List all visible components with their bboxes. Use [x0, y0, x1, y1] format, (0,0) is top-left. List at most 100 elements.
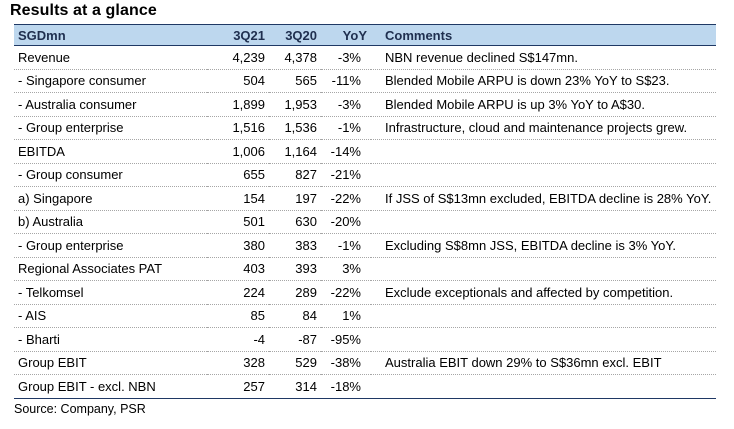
cell-3q20: -87: [269, 327, 321, 352]
cell-yoy: -3%: [321, 92, 371, 117]
cell-yoy: -22%: [321, 186, 371, 211]
cell-3q21: 154: [207, 186, 269, 211]
cell-3q20: 393: [269, 257, 321, 281]
cell-3q20: 84: [269, 304, 321, 328]
cell-3q21: 85: [207, 304, 269, 328]
cell-3q20: 383: [269, 233, 321, 258]
cell-yoy: 3%: [321, 257, 371, 281]
row-label: - Group enterprise: [14, 233, 207, 258]
cell-yoy: -1%: [321, 116, 371, 140]
cell-comment: Excluding S$8mn JSS, EBITDA decline is 3…: [371, 233, 716, 258]
cell-yoy: -22%: [321, 280, 371, 305]
page-title: Results at a glance: [10, 2, 157, 19]
cell-3q21: 380: [207, 233, 269, 258]
cell-comment: [371, 163, 716, 187]
cell-comment: Blended Mobile ARPU is up 3% YoY to A$30…: [371, 92, 716, 117]
cell-3q21: 224: [207, 280, 269, 305]
cell-comment: [371, 374, 716, 399]
cell-yoy: -20%: [321, 210, 371, 234]
row-label: Group EBIT - excl. NBN: [14, 374, 207, 399]
table-row: - Group enterprise 380 383 -1% Excluding S$8…: [14, 233, 716, 258]
cell-3q21: 1,516: [207, 116, 269, 140]
cell-3q21: -4: [207, 327, 269, 352]
table-row: - Bharti -4 -87 -95%: [14, 327, 716, 352]
cell-3q21: 1,006: [207, 139, 269, 164]
header-comments: Comments: [385, 27, 453, 43]
cell-3q20: 565: [269, 69, 321, 93]
cell-3q20: 314: [269, 374, 321, 399]
source-note: Source: Company, PSR: [14, 402, 146, 416]
cell-yoy: -95%: [321, 327, 371, 352]
table-row: - Group enterprise 1,516 1,536 -1% Infrastru…: [14, 116, 716, 140]
row-label: Group EBIT: [14, 351, 207, 375]
cell-3q21: 403: [207, 257, 269, 281]
cell-comment: [371, 210, 716, 234]
cell-comment: Infrastructure, cloud and maintenance pr…: [371, 116, 716, 140]
table-row: - Singapore consumer 504 565 -11% Blended Mo…: [14, 69, 716, 93]
cell-yoy: -1%: [321, 233, 371, 258]
row-label: - Group enterprise: [14, 116, 207, 140]
cell-3q21: 328: [207, 351, 269, 375]
cell-3q21: 4,239: [207, 45, 269, 70]
cell-3q20: 4,378: [269, 45, 321, 70]
cell-comment: If JSS of S$13mn excluded, EBITDA declin…: [371, 186, 716, 211]
row-label: Revenue: [14, 45, 207, 70]
cell-comment: [371, 257, 716, 281]
table-row: - Group consumer 655 827 -21%: [14, 163, 716, 187]
cell-3q20: 827: [269, 163, 321, 187]
cell-3q21: 1,899: [207, 92, 269, 117]
row-label: - Australia consumer: [14, 92, 207, 117]
cell-yoy: -3%: [321, 45, 371, 70]
cell-3q21: 655: [207, 163, 269, 187]
cell-comment: [371, 304, 716, 328]
results-table: SGDmn 3Q21 3Q20 YoY Comments Revenue 4,23…: [14, 24, 716, 399]
cell-comment: Blended Mobile ARPU is down 23% YoY to S…: [371, 69, 716, 93]
cell-comment: Exclude exceptionals and affected by com…: [371, 280, 716, 305]
row-label: - Bharti: [14, 327, 207, 352]
header-sgdmn: SGDmn: [18, 27, 66, 43]
cell-comment: NBN revenue declined S$147mn.: [371, 45, 716, 70]
cell-3q20: 1,164: [269, 139, 321, 164]
row-label: EBITDA: [14, 139, 207, 164]
table-row: - AIS 85 84 1%: [14, 304, 716, 328]
row-label: - Group consumer: [14, 163, 207, 187]
cell-yoy: -14%: [321, 139, 371, 164]
cell-3q20: 1,953: [269, 92, 321, 117]
cell-comment: [371, 139, 716, 164]
header-yoy: YoY: [342, 27, 367, 43]
table-row: - Australia consumer 1,899 1,953 -3% Blended…: [14, 92, 716, 117]
cell-yoy: -18%: [321, 374, 371, 399]
table-row: Group EBIT - excl. NBN 257 314 -18%: [14, 374, 716, 399]
table-row: b) Australia 501 630 -20%: [14, 210, 716, 234]
cell-3q20: 1,536: [269, 116, 321, 140]
cell-3q20: 289: [269, 280, 321, 305]
cell-3q20: 529: [269, 351, 321, 375]
cell-3q21: 257: [207, 374, 269, 399]
cell-yoy: -21%: [321, 163, 371, 187]
table-row: EBITDA 1,006 1,164 -14%: [14, 139, 716, 164]
cell-3q20: 197: [269, 186, 321, 211]
row-label: a) Singapore: [14, 186, 207, 211]
table-row: Revenue 4,239 4,378 -3% NBN revenue declined…: [14, 45, 716, 70]
cell-3q21: 501: [207, 210, 269, 234]
cell-yoy: -38%: [321, 351, 371, 375]
table-row: a) Singapore 154 197 -22% If JSS of S$13mn e…: [14, 186, 716, 211]
cell-3q20: 630: [269, 210, 321, 234]
cell-yoy: 1%: [321, 304, 371, 328]
table-body: Revenue 4,239 4,378 -3% NBN revenue declined…: [14, 45, 716, 399]
table-header-row: SGDmn 3Q21 3Q20 YoY Comments: [14, 24, 716, 46]
cell-3q21: 504: [207, 69, 269, 93]
row-label: Regional Associates PAT: [14, 257, 207, 281]
table-row: Regional Associates PAT 403 393 3%: [14, 257, 716, 281]
row-label: b) Australia: [14, 210, 207, 234]
row-label: - Telkomsel: [14, 280, 207, 305]
cell-comment: Australia EBIT down 29% to S$36mn excl. …: [371, 351, 716, 375]
header-3q21: 3Q21: [233, 27, 265, 43]
table-row: - Telkomsel 224 289 -22% Exclude exceptional…: [14, 280, 716, 305]
row-label: - AIS: [14, 304, 207, 328]
cell-yoy: -11%: [321, 69, 371, 93]
header-3q20: 3Q20: [285, 27, 317, 43]
cell-comment: [371, 327, 716, 352]
table-row: Group EBIT 328 529 -38% Australia EBIT down …: [14, 351, 716, 375]
row-label: - Singapore consumer: [14, 69, 207, 93]
